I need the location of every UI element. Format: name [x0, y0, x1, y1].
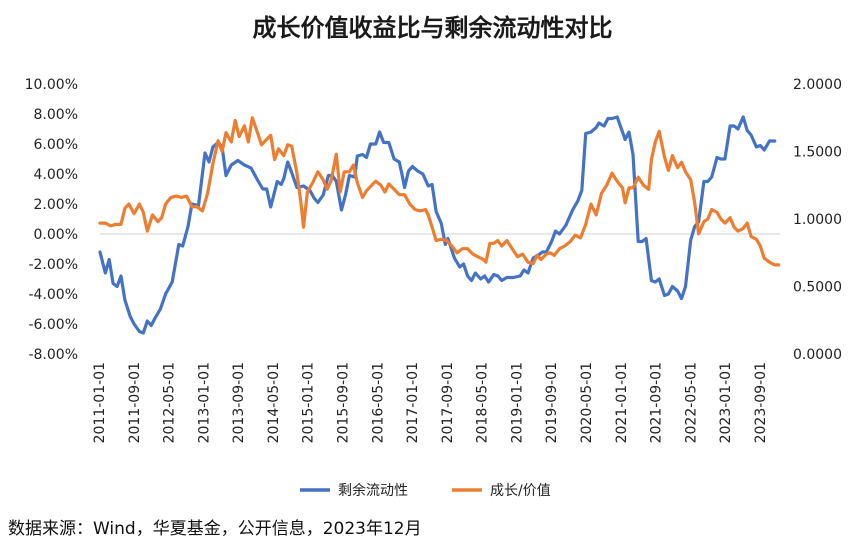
left-tick-label: 8.00%: [34, 107, 78, 123]
legend: 剩余流动性 成长/价值: [300, 482, 551, 499]
x-tick-label: 2014-05-01: [266, 362, 282, 443]
left-tick-label: -8.00%: [28, 347, 78, 363]
series-line-0: [98, 115, 777, 335]
x-tick-label: 2011-01-01: [92, 362, 108, 443]
x-tick-label: 2015-01-01: [301, 362, 317, 443]
x-tick-label: 2016-05-01: [370, 362, 386, 443]
x-tick-label: 2021-01-01: [614, 362, 630, 443]
x-tick-label: 2015-09-01: [336, 362, 352, 443]
x-tick-label: 2018-05-01: [475, 362, 491, 443]
x-tick-label: 2022-05-01: [683, 362, 699, 443]
right-tick-label: 0.0000: [793, 347, 842, 363]
x-tick-label: 2019-01-01: [509, 362, 525, 443]
legend-label-0: 剩余流动性: [338, 482, 408, 499]
left-tick-label: 0.00%: [34, 227, 78, 243]
series-lines: [98, 115, 781, 335]
series-line-1: [98, 116, 781, 267]
left-tick-label: 10.00%: [25, 77, 78, 93]
x-tick-label: 2012-05-01: [162, 362, 178, 443]
left-tick-label: -6.00%: [28, 317, 78, 333]
left-tick-label: 4.00%: [34, 167, 78, 183]
x-tick-label: 2020-05-01: [579, 362, 595, 443]
left-tick-label: 6.00%: [34, 137, 78, 153]
right-axis-ticks: 0.0000 0.5000 1.0000 1.5000 2.0000: [793, 77, 842, 363]
left-axis-ticks: -8.00% -6.00% -4.00% -2.00% 0.00% 2.00% 4.00% 6…: [25, 77, 78, 363]
x-tick-label: 2019-09-01: [544, 362, 560, 443]
left-tick-label: -4.00%: [28, 287, 78, 303]
x-tick-label: 2013-09-01: [231, 362, 247, 443]
x-tick-label: 2013-01-01: [196, 362, 212, 443]
chart-title: 成长价值收益比与剩余流动性对比: [252, 14, 613, 42]
source-note: 数据来源：Wind，华夏基金，公开信息，2023年12月: [8, 519, 422, 539]
left-tick-label: 2.00%: [34, 197, 78, 213]
right-tick-label: 0.5000: [793, 280, 842, 296]
x-axis-ticks: 2011-01-01 2011-09-01 2012-05-01 2013-01-01…: [92, 362, 769, 443]
x-tick-label: 2023-09-01: [753, 362, 769, 443]
x-tick-label: 2017-09-01: [440, 362, 456, 443]
right-tick-label: 1.0000: [793, 212, 842, 228]
x-tick-label: 2011-09-01: [127, 362, 143, 443]
right-tick-label: 1.5000: [793, 145, 842, 161]
x-tick-label: 2021-09-01: [649, 362, 665, 443]
x-tick-label: 2017-01-01: [405, 362, 421, 443]
legend-label-1: 成长/价值: [490, 483, 551, 499]
right-tick-label: 2.0000: [793, 77, 842, 93]
x-tick-label: 2023-01-01: [718, 362, 734, 443]
left-tick-label: -2.00%: [28, 257, 78, 273]
